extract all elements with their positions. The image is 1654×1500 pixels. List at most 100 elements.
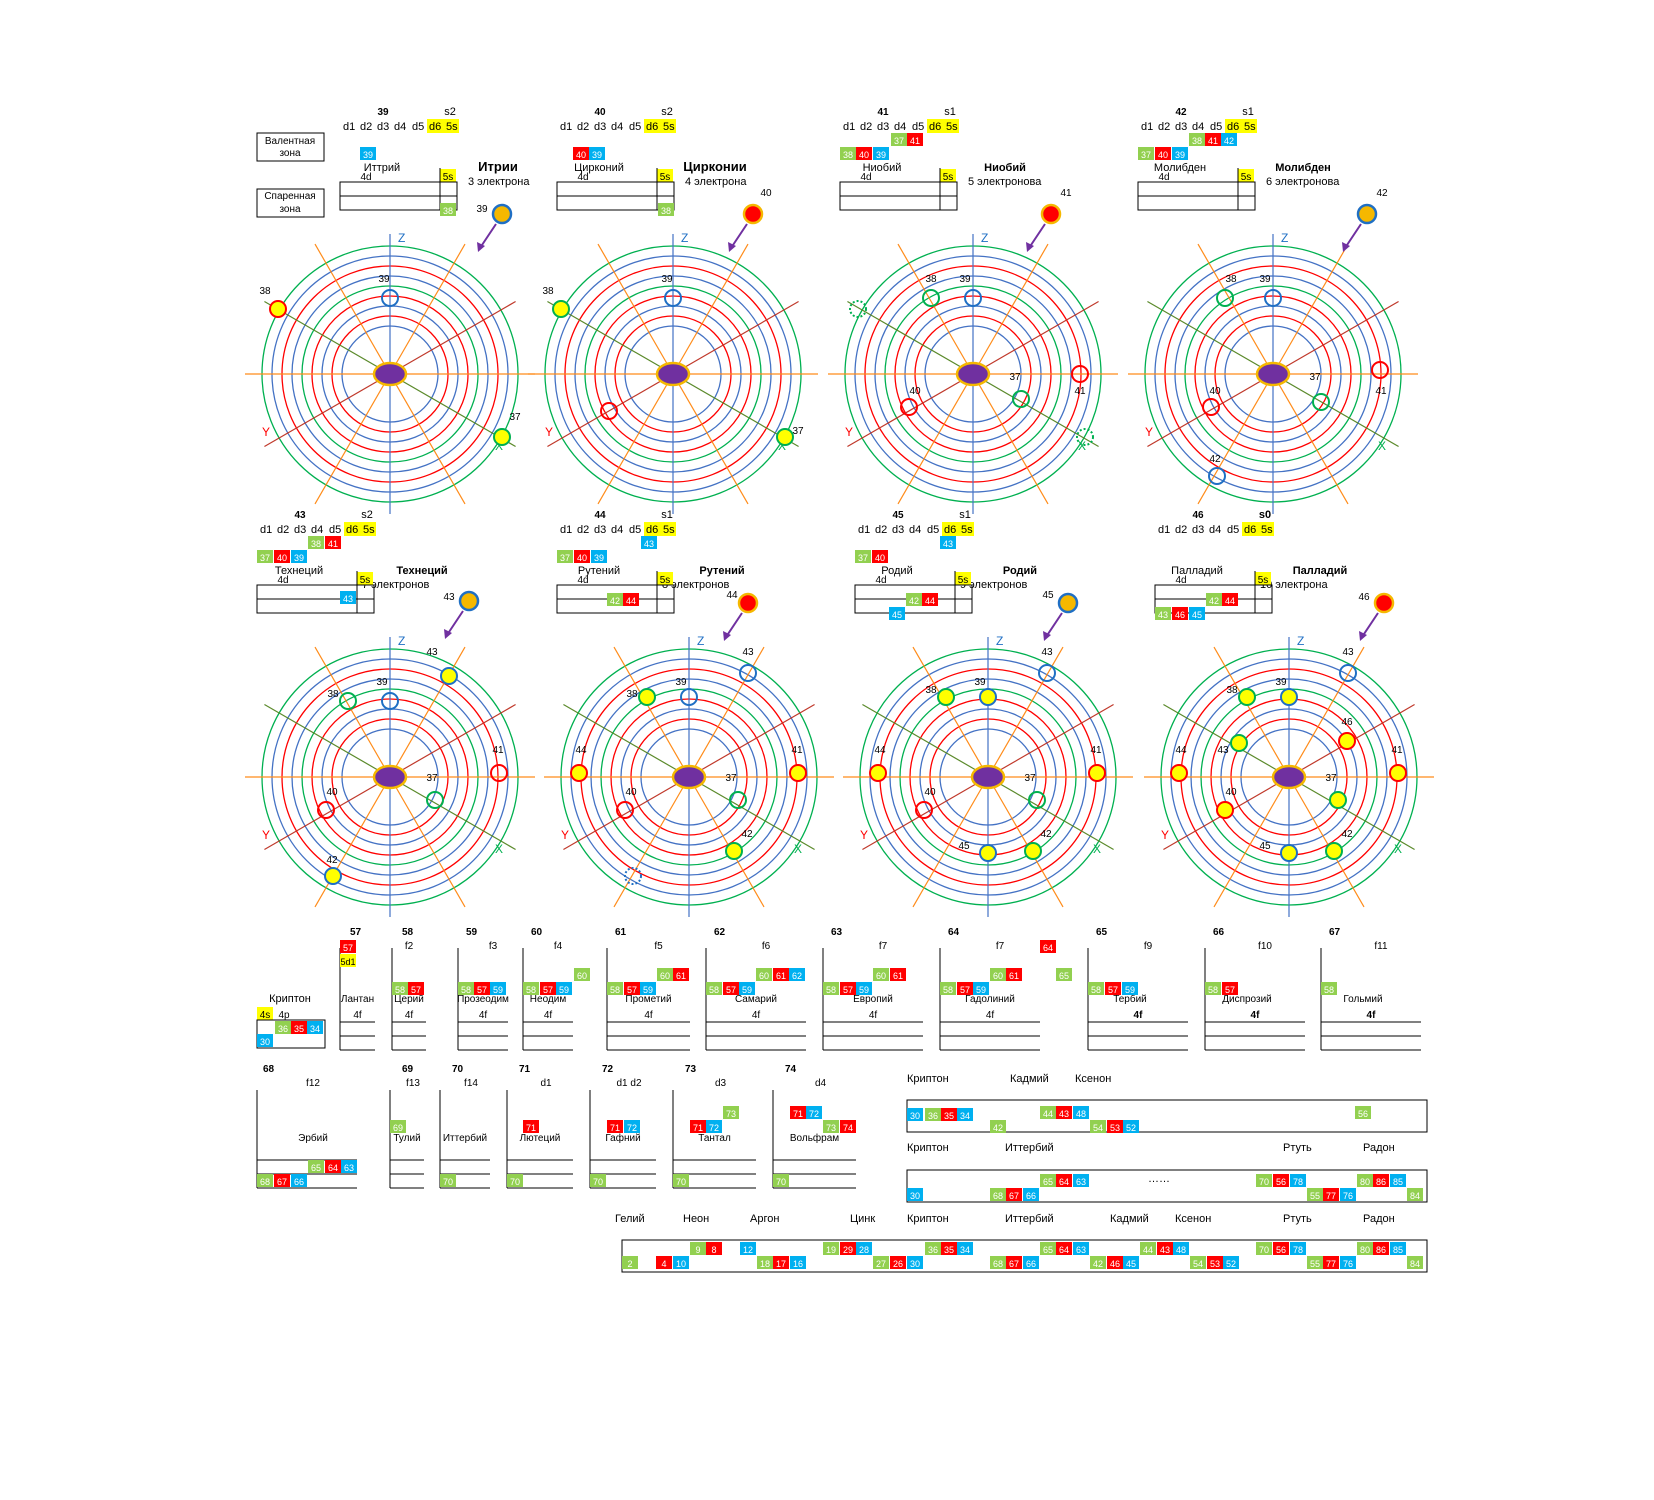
config-cell [1256, 1174, 1272, 1187]
config-cell-number: 36 [278, 1024, 288, 1034]
d6-5s-highlight [942, 522, 974, 536]
element-header-45: 45 s1 d1 d2 d3 d4 d5 d6 5s 43 37 40 Родий Родий 9 элек… [854, 509, 1037, 620]
element-number: 72 [602, 1064, 614, 1075]
element-header-44: 44 s1 d1 d2 d3 d4 d5 d6 5s 43 37 40 39 Рутений Рутений… [556, 509, 745, 614]
config-cell [840, 147, 856, 160]
config-cell-number: 64 [1059, 1177, 1069, 1187]
electron-label: 38 [1225, 274, 1237, 285]
electron-label: 38 [925, 685, 937, 696]
element-name-big: Палладий [1293, 565, 1348, 577]
config-cell [1157, 1242, 1173, 1255]
orbital-4f-label: 4f [869, 1010, 878, 1021]
config-cell-number: 84 [1410, 1191, 1420, 1201]
config-cell-number: 39 [594, 553, 604, 563]
config-cell-number: 71 [610, 1123, 620, 1133]
shell-axis [1288, 776, 1415, 851]
config-cell [941, 1242, 957, 1255]
config-cell [1390, 1242, 1406, 1255]
config-cell [973, 982, 989, 995]
orbital-label: d3 [892, 524, 904, 536]
config-cell [957, 1242, 973, 1255]
config-cell-number: 67 [1009, 1259, 1019, 1269]
electron-label: 37 [792, 426, 804, 437]
electron-marker [789, 764, 807, 782]
config-cell-number: 61 [676, 971, 686, 981]
orbital-label: d4 [394, 121, 406, 133]
shell-axis [314, 373, 391, 505]
orbital-label: d5 [412, 121, 424, 133]
orbital-label: d1 [1141, 121, 1153, 133]
x-axis-label: X [1078, 439, 1086, 453]
config-cell-number: 53 [1210, 1259, 1220, 1269]
electron-marker [725, 842, 743, 860]
config-cell-number: 66 [294, 1177, 304, 1187]
shell-axis [1213, 776, 1290, 908]
electron-marker [381, 289, 399, 307]
config-cell [1340, 1188, 1356, 1201]
element-name: Вольфрам [790, 1132, 839, 1144]
config-cell-number: 55 [1310, 1259, 1320, 1269]
element-name: Лютеций [520, 1133, 561, 1144]
config-cell [1056, 1242, 1072, 1255]
shell-axis [987, 776, 1064, 908]
config-cell [1190, 1256, 1206, 1269]
config-cell-number: 48 [1076, 1109, 1086, 1119]
config-cell-number: 78 [1293, 1245, 1303, 1255]
incoming-electron-label: 41 [1060, 188, 1072, 199]
config-cell [340, 940, 356, 953]
nucleus [655, 361, 691, 387]
arrow-head [1342, 242, 1350, 252]
config-cell-number: 58 [943, 985, 953, 995]
shell-axis [389, 776, 466, 908]
shell-axis [389, 243, 466, 375]
config-cell [1323, 1256, 1339, 1269]
config-cell [706, 1242, 722, 1255]
shell-diagram-40: Z X Y 38 39 37 40 [528, 188, 818, 514]
electron-label: 42 [1040, 829, 1052, 840]
config-cell-number: 46 [1175, 610, 1185, 620]
config-cell [1206, 593, 1222, 606]
element-number: 73 [685, 1064, 697, 1075]
config-cell [890, 1256, 906, 1269]
element-name-small: Технеций [275, 565, 323, 577]
orbital-4d-label: 4d [1158, 172, 1169, 183]
element-name: Лантан [341, 994, 374, 1005]
config-cell-number: 62 [792, 971, 802, 981]
element-name-big: Родий [1003, 565, 1037, 577]
element-name: Самарий [735, 994, 777, 1005]
config-cell-number: 30 [910, 1111, 920, 1121]
config-cell-number: 58 [709, 985, 719, 995]
orbital-4f-label: 4f [986, 1010, 995, 1021]
s-state-label: s1 [661, 509, 673, 521]
config-cell [1323, 1188, 1339, 1201]
nucleus [955, 361, 991, 387]
electron-marker [979, 688, 997, 706]
config-cell-number: 42 [993, 1123, 1003, 1133]
arrow-shaft [1045, 612, 1063, 638]
config-cell-number: 9 [695, 1245, 700, 1255]
electron-marker [1389, 764, 1407, 782]
config-cell-number: 60 [993, 971, 1003, 981]
config-cell [1357, 1242, 1373, 1255]
f-state-label: d1 [540, 1078, 552, 1089]
config-cell [1407, 1256, 1423, 1269]
orbital-label: d6 [646, 524, 658, 536]
orbital-label: d5 [629, 524, 641, 536]
config-cell-number: 59 [976, 985, 986, 995]
element-name: Церий [394, 994, 424, 1005]
shell-axis [389, 776, 516, 851]
y-axis-label: Y [262, 828, 270, 842]
electron-label: 37 [426, 773, 438, 784]
config-cell [723, 1106, 739, 1119]
element-header-46: 46 s0 d1 d2 d3 d4 d5 d6 5s Палладий Палладий 10 эле… [1154, 509, 1348, 620]
config-cell-number: 36 [928, 1245, 938, 1255]
orbital-4f-label: 4f [353, 1010, 362, 1021]
z-axis-label: Z [996, 634, 1003, 648]
config-cell [308, 1160, 324, 1173]
orbital-5s-label: 5s [1258, 575, 1269, 586]
shell-axis [987, 776, 1114, 851]
shell-axis [972, 373, 1049, 505]
config-cell [907, 133, 923, 146]
config-cell-number: 54 [1193, 1259, 1203, 1269]
